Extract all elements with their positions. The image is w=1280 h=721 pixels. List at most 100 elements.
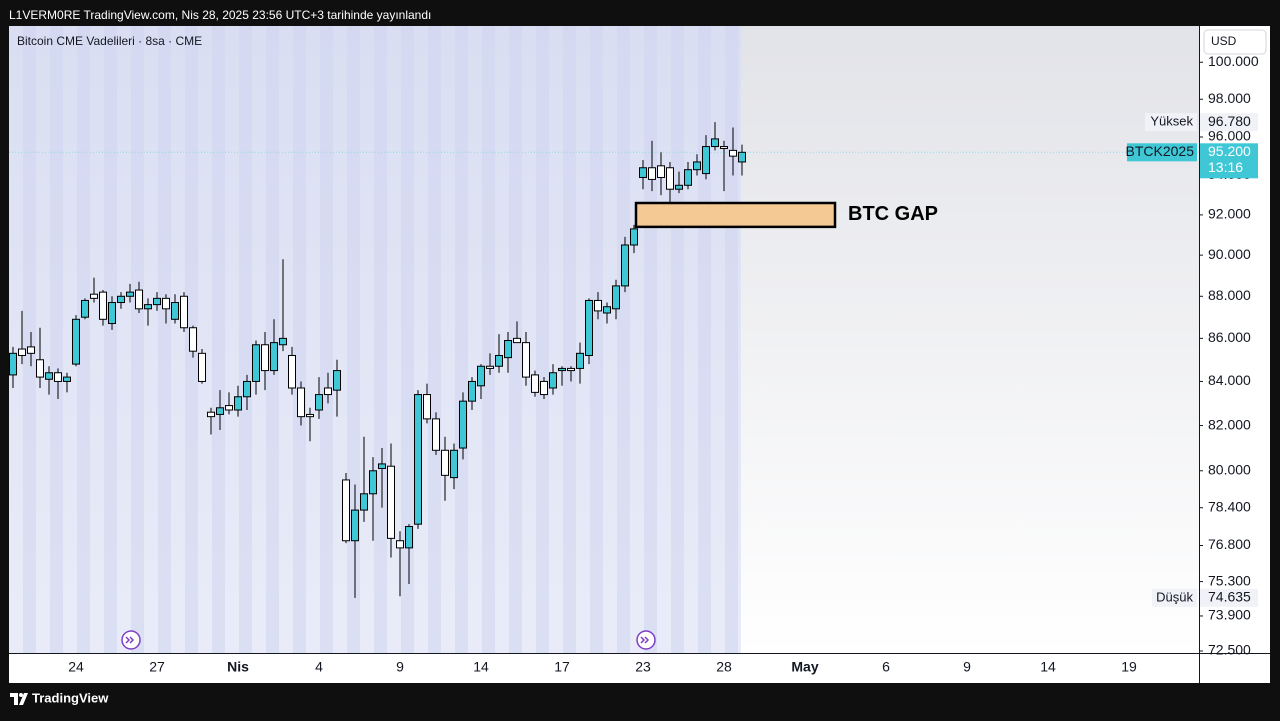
y-tick-label: 86.000 xyxy=(1208,329,1251,345)
candle-body xyxy=(441,449,449,476)
candle-body xyxy=(315,394,323,411)
footer-brand: TradingView xyxy=(32,690,109,705)
x-tick-label: 19 xyxy=(1121,659,1137,675)
session-stripe xyxy=(401,26,414,653)
session-stripe xyxy=(671,26,684,653)
candle-body xyxy=(18,348,26,356)
session-stripe xyxy=(347,26,360,653)
x-tick-label: 9 xyxy=(396,659,404,675)
low-value: 74.635 xyxy=(1208,589,1251,605)
last-name: BTCK2025 xyxy=(1126,143,1195,159)
candle-body xyxy=(171,302,179,320)
session-stripe xyxy=(617,26,630,653)
session-stripe xyxy=(212,26,225,653)
x-tick-label: 6 xyxy=(882,659,890,675)
x-tick-label: 17 xyxy=(554,659,570,675)
candle-body xyxy=(90,293,98,299)
high-value-bg xyxy=(1200,113,1258,132)
candle-body xyxy=(477,365,485,387)
last-name-bg xyxy=(1127,143,1197,162)
candle-body xyxy=(450,449,458,479)
y-tick-label: 73.900 xyxy=(1208,607,1251,623)
session-stripe xyxy=(104,26,117,653)
plot: 100.00098.00096.00094.00092.00090.00088.… xyxy=(9,53,1259,675)
session-stripe xyxy=(644,26,657,653)
candle-body xyxy=(99,291,107,320)
candle-body xyxy=(54,372,62,382)
x-tick-label: 9 xyxy=(963,659,971,675)
candle-body xyxy=(621,244,629,287)
x-tick-label: 23 xyxy=(635,659,651,675)
candle-body xyxy=(351,509,359,542)
candle-body xyxy=(207,411,215,418)
candle-body xyxy=(576,352,584,369)
candle-body xyxy=(369,470,377,495)
session-stripe xyxy=(266,26,279,653)
candle-body xyxy=(729,149,737,157)
candle-body xyxy=(657,165,665,178)
session-stripe xyxy=(23,26,36,653)
candle-body xyxy=(342,479,350,542)
candle-body xyxy=(135,289,143,310)
candle-body xyxy=(486,365,494,369)
candle-body xyxy=(702,146,710,175)
gap-label: BTC GAP xyxy=(848,203,938,225)
session-stripe xyxy=(482,26,495,653)
candle-body xyxy=(495,354,503,367)
candle-body xyxy=(252,344,260,382)
candle-body xyxy=(261,344,269,372)
session-stripe xyxy=(374,26,387,653)
event-icon[interactable] xyxy=(636,630,656,650)
candle-body xyxy=(549,372,557,389)
low-name: Düşük xyxy=(1156,589,1193,604)
candle-body xyxy=(27,346,35,354)
candle-body xyxy=(738,151,746,163)
y-tick-label: 82.000 xyxy=(1208,416,1251,432)
low-value-bg xyxy=(1200,588,1258,607)
candle-body xyxy=(648,167,656,180)
candle-body xyxy=(639,167,647,178)
candle-body xyxy=(387,465,395,539)
event-icon[interactable] xyxy=(121,630,141,650)
session-stripe xyxy=(536,26,549,653)
y-tick-label: 76.800 xyxy=(1208,536,1251,552)
candle-body xyxy=(180,295,188,329)
currency-button[interactable] xyxy=(1203,29,1267,55)
candle-body xyxy=(189,327,197,352)
session-stripe xyxy=(455,26,468,653)
high-name: Yüksek xyxy=(1150,114,1193,129)
x-tick-label: 28 xyxy=(716,659,732,675)
chart-title: Bitcoin CME Vadelileri · 8sa · CME xyxy=(17,34,202,48)
candle-body xyxy=(108,302,116,325)
candle-body xyxy=(693,161,701,171)
x-tick-label: 14 xyxy=(473,659,489,675)
y-tick-label: 75.300 xyxy=(1208,572,1251,588)
y-tick-label: 100.000 xyxy=(1208,53,1259,69)
y-tick-label: 92.000 xyxy=(1208,206,1251,222)
candle-body xyxy=(36,359,44,378)
candle-body xyxy=(72,318,80,365)
currency-label[interactable]: USD xyxy=(1211,34,1237,48)
candle-body xyxy=(513,337,521,344)
session-stripe xyxy=(320,26,333,653)
y-tick-label: 90.000 xyxy=(1208,246,1251,262)
x-tick-label: Nis xyxy=(227,659,249,675)
candle-body xyxy=(684,169,692,186)
high-value: 96.780 xyxy=(1208,113,1251,129)
y-tick-label: 72.500 xyxy=(1208,642,1251,658)
candle-body xyxy=(360,493,368,511)
candle-body xyxy=(504,339,512,359)
y-tick-label: 88.000 xyxy=(1208,287,1251,303)
candle-body xyxy=(432,418,440,451)
candle-body xyxy=(279,337,287,346)
candle-body xyxy=(558,367,566,372)
candle-body xyxy=(324,387,332,396)
candle-body xyxy=(459,400,467,449)
y-tick-label: 78.400 xyxy=(1208,498,1251,514)
candle-body xyxy=(423,394,431,420)
x-tick-label: May xyxy=(791,659,818,675)
candle-body xyxy=(243,380,251,398)
y-tick-label: 80.000 xyxy=(1208,461,1251,477)
gap-box xyxy=(634,201,837,229)
candle-body xyxy=(144,304,152,310)
